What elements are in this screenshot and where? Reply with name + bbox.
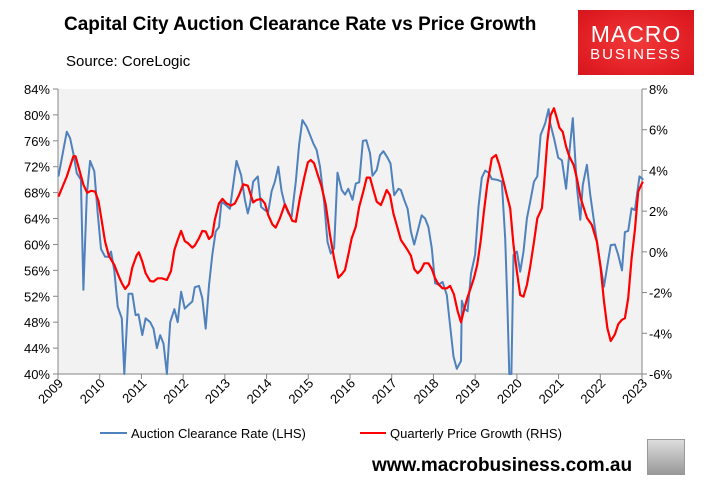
legend-label-lhs: Auction Clearance Rate (LHS)	[131, 426, 306, 441]
website-url[interactable]: www.macrobusiness.com.au	[372, 455, 633, 476]
left-tick-label: 80%	[24, 108, 50, 123]
right-tick-label: 8%	[649, 82, 668, 97]
plot-area	[58, 89, 642, 374]
right-tick-label: 2%	[649, 204, 668, 219]
left-tick-label: 44%	[24, 341, 50, 356]
left-tick-label: 60%	[24, 237, 50, 252]
legend: Auction Clearance Rate (LHS) Quarterly P…	[100, 426, 562, 441]
x-tick-label: 2014	[244, 376, 275, 407]
left-tick-label: 84%	[24, 82, 50, 97]
x-tick-label: 2018	[410, 376, 441, 407]
right-tick-label: -6%	[649, 367, 673, 382]
price-growth-line	[57, 107, 644, 343]
x-tick-label: 2012	[160, 376, 191, 407]
x-tick-label: 2017	[369, 376, 400, 407]
clearance-rate-line	[57, 108, 644, 375]
logo-line-1: MACRO	[590, 21, 682, 47]
macrobusiness-logo[interactable]: MACRO BUSINESS	[578, 10, 694, 75]
x-tick-label: 2010	[77, 376, 108, 407]
logo-line-2: BUSINESS	[590, 46, 682, 63]
right-tick-label: 6%	[649, 123, 668, 138]
x-tick-label: 2016	[327, 376, 358, 407]
right-tick-label: 4%	[649, 163, 668, 178]
left-tick-label: 64%	[24, 212, 50, 227]
left-tick-label: 56%	[24, 263, 50, 278]
x-tick-label: 2021	[536, 376, 567, 407]
left-tick-label: 40%	[24, 367, 50, 382]
left-tick-label: 68%	[24, 186, 50, 201]
right-tick-label: -2%	[649, 286, 673, 301]
right-tick-label: -4%	[649, 326, 673, 341]
legend-label-rhs: Quarterly Price Growth (RHS)	[390, 426, 562, 441]
left-tick-label: 48%	[24, 315, 50, 330]
left-tick-label: 76%	[24, 134, 50, 149]
left-tick-label: 52%	[24, 289, 50, 304]
x-tick-label: 2023	[619, 376, 650, 407]
chart-title: Capital City Auction Clearance Rate vs P…	[64, 14, 537, 35]
right-tick-label: 0%	[649, 245, 668, 260]
x-tick-label: 2011	[119, 376, 149, 406]
x-tick-label: 2015	[285, 376, 316, 407]
chart-source: Source: CoreLogic	[66, 53, 191, 70]
x-tick-label: 2022	[577, 376, 608, 407]
wolf-icon	[647, 439, 685, 475]
x-tick-label: 2020	[494, 376, 525, 407]
x-tick-label: 2013	[202, 376, 233, 407]
x-tick-label: 2019	[452, 376, 483, 407]
left-tick-label: 72%	[24, 160, 50, 175]
